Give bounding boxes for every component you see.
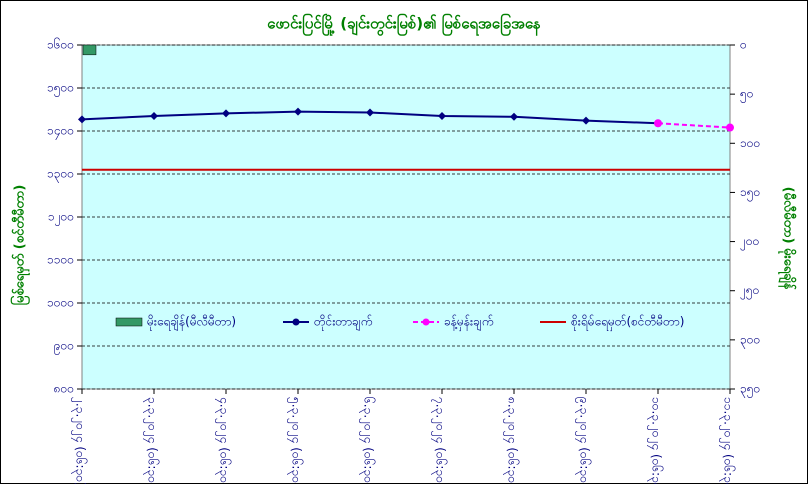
x-tick-label: ၃.၃.၂၀၂၄ (၀၆:၃၀) <box>143 397 161 484</box>
y-tick-label: ၉၀၀ <box>54 339 74 356</box>
y2-tick-label: ၁၅၀ <box>740 185 760 202</box>
x-tick-label: ၇.၃.၂၀၂၄ (၀၆:၃၀) <box>431 397 449 484</box>
y-axis-label: မြစ်ရေမှတ် (စင်တီမီတာ) <box>10 185 31 306</box>
y2-tick-label: ၂၅၀ <box>740 283 759 300</box>
marker <box>222 109 230 118</box>
x-tick-label: ၈.၃.၂၀၂၄ (၀၆:၃၀) <box>503 397 521 484</box>
marker <box>78 115 86 124</box>
bar <box>82 44 97 56</box>
x-tick-label: ၅.၃.၂၀၂၄ (၀၆:၃၀) <box>287 397 305 484</box>
x-tick-label: ၂.၃.၂၀၂၄ (၀၆:၃၀) <box>71 397 89 484</box>
y-tick-label: ၁၁၀၀ <box>47 253 74 267</box>
marker <box>654 119 662 128</box>
y2-tick-label: ၃၀၀ <box>740 332 760 349</box>
y-tick-label: ၁၆၀၀ <box>47 37 74 52</box>
y-tick-label: ၁၂၀၀ <box>48 210 74 227</box>
y-tick-label: ၁၃၀၀ <box>47 167 74 184</box>
series-line <box>657 122 731 129</box>
legend-swatch <box>115 317 143 327</box>
marker <box>582 116 590 125</box>
y-tick-label: ၁၄၀၀ <box>47 124 74 141</box>
marker <box>150 111 158 120</box>
legend-marker <box>422 318 430 326</box>
y2-tick-label: ၃၅၀ <box>740 382 760 399</box>
marker <box>726 123 734 132</box>
marker <box>438 111 446 120</box>
legend-label: စိုးရိမ်ရေမှတ်(စင်တီမီတာ) <box>571 314 684 332</box>
y2-axis-label: (မီလီမီတာ) မိုးရေချိန် <box>778 187 798 291</box>
marker <box>294 107 302 116</box>
legend-label: တိုင်းတာချက် <box>314 314 372 332</box>
legend-label: မိုးရေချိန်(မီလီမီတာ) <box>147 314 236 332</box>
y2-tick-label: ၂၀၀ <box>740 234 759 251</box>
legend-marker <box>292 318 300 326</box>
x-tick-label: ၁၀.၃.၂၀၂၄ (၀၆:၃၀) <box>647 397 665 484</box>
y2-tick-label: ၁၀၀ <box>740 136 760 150</box>
y2-tick-label: ၀ <box>740 38 747 52</box>
marker <box>366 108 374 117</box>
marker <box>510 112 518 121</box>
y2-tick-label: ၅၀ <box>740 87 754 104</box>
legend-label: ခန့်မှန်းချက် <box>444 314 493 332</box>
x-tick-label: ၉.၃.၂၀၂၄ (၀၆:၃၀) <box>575 397 593 484</box>
x-tick-label: ၆.၃.၂၀၂၄ (၀၆:၃၀) <box>359 397 377 484</box>
y-tick-label: ၁၅၀၀ <box>47 81 74 98</box>
x-tick-label: ၁၁.၃.၂၀၂၄ (၀၆:၃၀) <box>719 397 737 484</box>
y-tick-label: ၈၀၀ <box>54 382 74 396</box>
x-tick-label: ၄.၃.၂၀၂၄ (၀၆:၃၀) <box>215 397 233 484</box>
y-tick-label: ၁၀၀၀ <box>47 296 74 310</box>
